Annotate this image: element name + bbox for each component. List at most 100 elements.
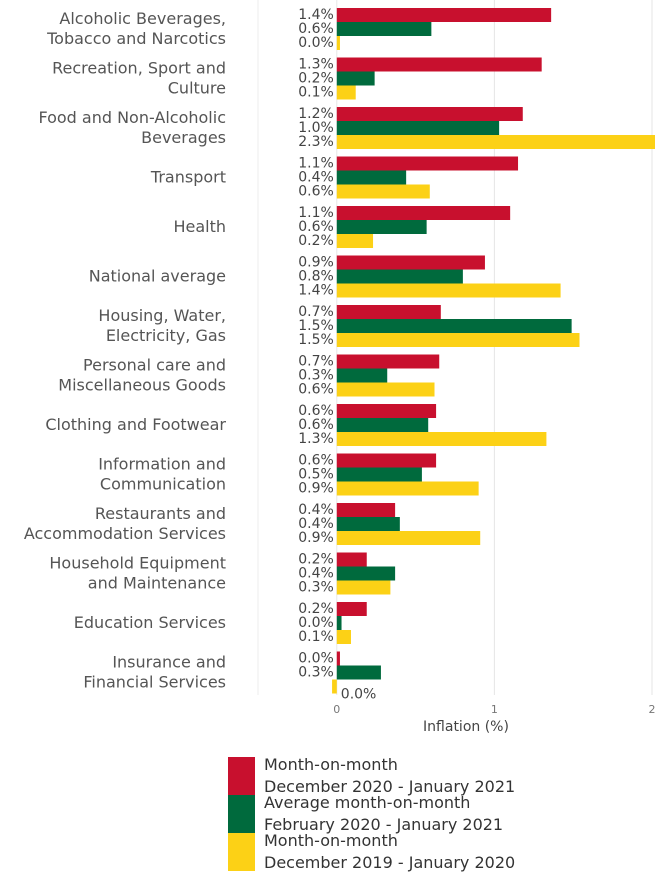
- bar: [336, 85, 356, 100]
- value-label: 0.6%: [298, 382, 334, 398]
- bar: [336, 630, 351, 644]
- legend-label: Month-on-month December 2020 - January 20…: [264, 755, 515, 796]
- value-label: 0.3%: [298, 368, 334, 384]
- value-label: 1.4%: [298, 7, 334, 23]
- x-tick-label: 2: [649, 703, 655, 716]
- value-label: 2.3%: [298, 134, 334, 150]
- bar: [336, 467, 422, 482]
- value-label: 1.5%: [298, 332, 334, 348]
- bar: [336, 382, 435, 397]
- category-label: Household Equipment and Maintenance: [49, 553, 226, 592]
- bar: [332, 679, 337, 694]
- category-label: Restaurants and Accommodation Services: [24, 504, 226, 543]
- bar: [336, 481, 479, 496]
- bar: [336, 404, 437, 418]
- category-label: Personal care and Miscellaneous Goods: [58, 355, 226, 394]
- value-label: 1.4%: [298, 283, 334, 299]
- value-label: 0.8%: [298, 269, 334, 285]
- legend-swatch: [228, 757, 255, 795]
- bar: [336, 354, 440, 369]
- bar: [336, 368, 388, 383]
- value-label: 0.6%: [298, 403, 334, 419]
- value-label: 0.9%: [298, 530, 334, 546]
- bar: [336, 206, 511, 220]
- value-label: 0.4%: [298, 502, 334, 518]
- value-label: 0.6%: [298, 417, 334, 433]
- bar: [336, 432, 547, 446]
- category-label: Alcoholic Beverages, Tobacco and Narcotic…: [46, 9, 226, 48]
- bar: [336, 651, 340, 666]
- legend-swatch: [228, 833, 255, 871]
- x-axis-title: Inflation (%): [423, 719, 509, 735]
- bar: [336, 156, 519, 171]
- bar: [336, 616, 342, 630]
- category-label: Recreation, Sport and Culture: [52, 58, 226, 97]
- value-label: 0.6%: [298, 453, 334, 469]
- x-tick-label: 1: [491, 703, 498, 716]
- bar: [336, 8, 552, 22]
- value-label: 0.3%: [298, 665, 334, 681]
- legend-label: Average month-on-month February 2020 - Ja…: [264, 793, 503, 834]
- value-label: 0.4%: [298, 170, 334, 186]
- bar: [336, 22, 432, 36]
- value-label: 1.2%: [298, 106, 334, 122]
- category-label: Transport: [150, 167, 226, 186]
- bar: [336, 107, 523, 121]
- bar: [336, 121, 500, 135]
- value-label: 0.6%: [298, 219, 334, 235]
- bar: [336, 531, 481, 545]
- bar: [336, 220, 427, 234]
- bar: [336, 269, 463, 284]
- bar: [336, 71, 375, 86]
- bar: [336, 602, 367, 616]
- value-label: 0.6%: [298, 21, 334, 37]
- value-label: 0.4%: [298, 566, 334, 582]
- category-label: Insurance and Financial Services: [83, 652, 226, 691]
- legend-label: Month-on-month December 2019 - January 20…: [264, 831, 515, 872]
- category-label: Food and Non-Alcoholic Beverages: [38, 108, 226, 147]
- value-label: 0.2%: [298, 601, 334, 617]
- value-label: 1.3%: [298, 431, 334, 447]
- bar: [336, 566, 396, 581]
- category-label: Information and Communication: [98, 454, 226, 493]
- value-label: 0.7%: [298, 304, 334, 320]
- value-label: 1.1%: [298, 156, 334, 172]
- value-label: 0.9%: [298, 255, 334, 271]
- x-tick-label: 0: [333, 703, 340, 716]
- bar: [336, 517, 400, 531]
- value-label: 0.3%: [298, 580, 334, 596]
- value-label: 0.7%: [298, 354, 334, 370]
- bar: [336, 305, 441, 319]
- value-label: 0.2%: [298, 552, 334, 568]
- bar: [336, 665, 381, 680]
- value-label: 1.1%: [298, 205, 334, 221]
- value-label: 0.2%: [298, 233, 334, 249]
- value-label: 0.1%: [298, 85, 334, 101]
- bar: [336, 333, 580, 347]
- bar: [336, 319, 572, 333]
- value-label: 0.9%: [298, 481, 334, 497]
- category-label: Health: [173, 217, 226, 236]
- value-label: 0.0%: [298, 615, 334, 631]
- category-label: Housing, Water, Electricity, Gas: [98, 306, 226, 345]
- bar: [336, 418, 429, 432]
- bar: [336, 453, 437, 468]
- bar: [336, 184, 430, 199]
- bar: [336, 170, 407, 185]
- value-label: 0.5%: [298, 467, 334, 483]
- value-label: 0.0%: [298, 651, 334, 667]
- bar: [336, 135, 655, 149]
- value-label: 0.6%: [298, 184, 334, 200]
- bar: [336, 57, 542, 72]
- category-label: Education Services: [74, 613, 226, 632]
- value-label: 1.3%: [298, 57, 334, 73]
- category-label: National average: [89, 266, 226, 285]
- value-label: 1.0%: [298, 120, 334, 136]
- value-label: 0.4%: [298, 516, 334, 532]
- bar: [336, 234, 374, 248]
- bar: [336, 255, 485, 270]
- legend-swatch: [228, 795, 255, 833]
- value-label: 0.2%: [298, 71, 334, 87]
- bar: [336, 283, 561, 298]
